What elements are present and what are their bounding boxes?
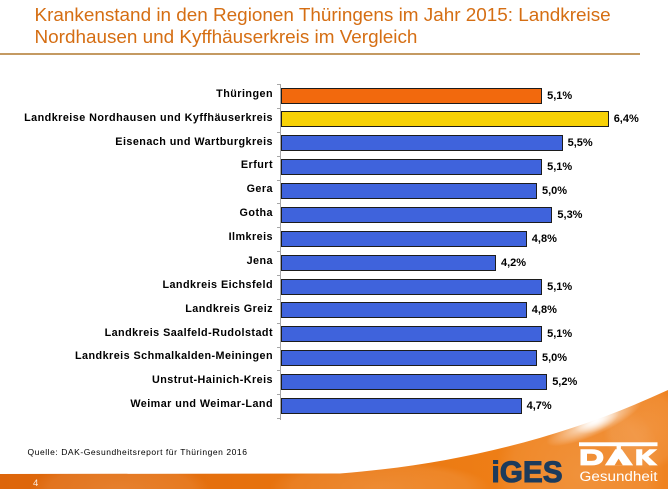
svg-text:iGES: iGES	[492, 456, 563, 489]
svg-text:4: 4	[33, 478, 38, 489]
svg-text:Gesundheit: Gesundheit	[580, 469, 658, 484]
